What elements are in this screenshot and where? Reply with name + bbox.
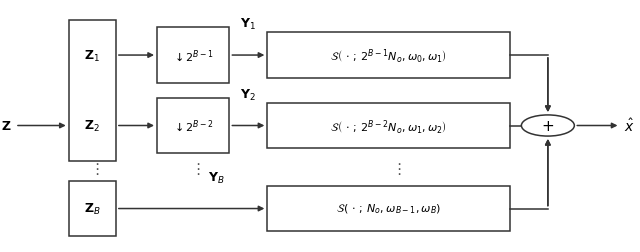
Text: $\vdots$: $\vdots$ (89, 161, 99, 177)
Text: $\mathbf{Z}_1$: $\mathbf{Z}_1$ (84, 48, 100, 63)
Text: $\mathbf{Y}_1$: $\mathbf{Y}_1$ (241, 17, 257, 32)
Text: $\mathbf{Z}_2$: $\mathbf{Z}_2$ (84, 118, 100, 134)
Text: $\mathcal{S}\left(\,\cdot\,;\,2^{B-1}N_o,\omega_0,\omega_1\right)$: $\mathcal{S}\left(\,\cdot\,;\,2^{B-1}N_o… (330, 47, 447, 65)
Bar (68, 21, 116, 161)
Circle shape (522, 115, 574, 137)
Bar (268, 33, 510, 78)
Text: $\mathcal{S}\left(\,\cdot\,;\,2^{B-2}N_o,\omega_1,\omega_2\right)$: $\mathcal{S}\left(\,\cdot\,;\,2^{B-2}N_o… (330, 117, 447, 135)
Text: $\hat{x}$: $\hat{x}$ (623, 117, 634, 135)
Bar (268, 103, 510, 149)
Text: $\mathbf{Y}_B$: $\mathbf{Y}_B$ (209, 170, 225, 185)
Bar (157, 28, 229, 83)
Text: $\downarrow 2^{B-1}$: $\downarrow 2^{B-1}$ (172, 48, 214, 64)
Bar (268, 186, 510, 231)
Text: $\mathbf{Z}_B$: $\mathbf{Z}_B$ (84, 201, 100, 216)
Text: $\downarrow 2^{B-2}$: $\downarrow 2^{B-2}$ (172, 118, 214, 134)
Text: $\mathbf{Z}$: $\mathbf{Z}$ (1, 119, 12, 133)
Bar (68, 181, 116, 236)
Text: $\vdots$: $\vdots$ (391, 161, 402, 177)
Text: $\mathbf{Y}_2$: $\mathbf{Y}_2$ (241, 87, 256, 102)
Bar (157, 99, 229, 153)
Text: $+$: $+$ (541, 118, 554, 134)
Text: $\mathcal{S}\left(\,\cdot\,;\,N_o,\omega_{B-1},\omega_B\right)$: $\mathcal{S}\left(\,\cdot\,;\,N_o,\omega… (336, 202, 441, 215)
Text: $\vdots$: $\vdots$ (189, 161, 200, 177)
